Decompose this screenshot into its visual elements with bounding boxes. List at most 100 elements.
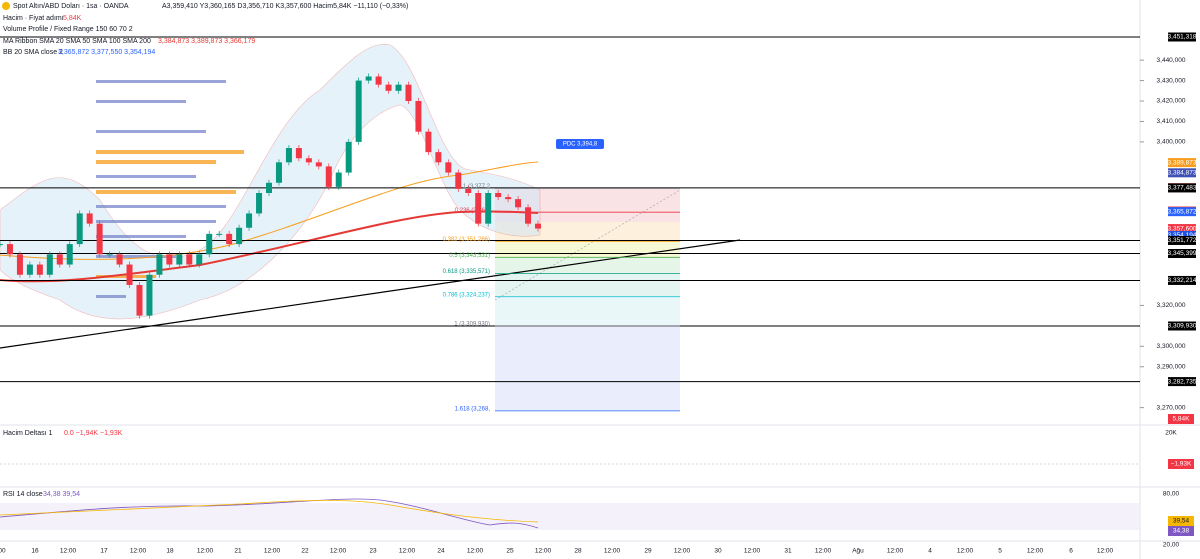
- time-label: 12:00: [744, 548, 761, 555]
- candle: [275, 162, 282, 183]
- level-badge: [1168, 32, 1196, 42]
- level-badge: [1168, 158, 1196, 168]
- time-label: 12:00: [197, 548, 214, 555]
- fib-label: 0.618 (3,335,571): [443, 269, 490, 275]
- level-label: 3,309,930: [1168, 323, 1197, 330]
- level-badge: [1168, 321, 1196, 331]
- candle: [76, 213, 83, 245]
- volume-label: Hacim · Fiyat adımı: [3, 15, 64, 22]
- level-label: 3,377,483: [1168, 185, 1197, 192]
- volume-profile: [96, 80, 244, 298]
- fib-label: 1 (3,309,930): [454, 322, 490, 328]
- candle: [116, 254, 123, 265]
- candle: [6, 244, 13, 255]
- time-label: 22: [301, 548, 309, 555]
- time-label: 12:00: [535, 548, 552, 555]
- level-badge: [1168, 275, 1196, 285]
- candle: [355, 80, 362, 142]
- fib-zone: [495, 241, 680, 258]
- time-label: 12:00: [399, 548, 416, 555]
- candle: [505, 197, 512, 200]
- level-badge: [1168, 168, 1196, 178]
- candle: [395, 84, 402, 91]
- time-label: 12:00: [467, 548, 484, 555]
- level-label: 3,354,194: [1168, 232, 1197, 239]
- trendline: [0, 239, 741, 349]
- rsi-values: 34,38 39,54: [43, 491, 80, 498]
- candle: [345, 141, 352, 173]
- level-badge: [1168, 207, 1196, 217]
- time-label: 4: [928, 548, 932, 555]
- candle: [186, 254, 193, 265]
- candle: [176, 254, 183, 265]
- candle: [445, 162, 452, 173]
- volume-value: 5,84K: [63, 15, 82, 22]
- time-label: 6: [1069, 548, 1073, 555]
- symbol-icon: [2, 2, 10, 10]
- candle: [385, 84, 392, 91]
- fib-zone: [495, 297, 680, 326]
- level-badge: [1168, 377, 1196, 387]
- rsi-badge-label: 34,38: [1173, 528, 1190, 535]
- candle: [96, 223, 103, 255]
- candle: [305, 158, 312, 163]
- candle: [535, 223, 541, 229]
- delta-axis: 20K: [1165, 430, 1177, 437]
- time-label: 12:00: [957, 548, 974, 555]
- bollinger-band: [0, 43, 541, 320]
- delta-badge-label: −1,93K: [1171, 461, 1192, 468]
- candle: [146, 274, 153, 316]
- price-tick-label: 3,320,000: [1157, 302, 1186, 309]
- candle: [365, 76, 372, 81]
- rsi-ma-badge: [1168, 516, 1194, 526]
- candle: [515, 199, 522, 208]
- level-badge: [1168, 231, 1196, 241]
- fib-label: 0.5 (3,343,531): [449, 253, 490, 259]
- price-tick-label: 3,430,000: [1157, 77, 1186, 84]
- candle: [136, 284, 143, 316]
- candle: [226, 233, 233, 245]
- sma-200: [0, 210, 539, 283]
- candle: [495, 192, 502, 198]
- time-label: 16: [31, 548, 39, 555]
- candle: [56, 254, 63, 265]
- candle: [156, 254, 163, 275]
- time-label: 12:00: [264, 548, 281, 555]
- candle: [525, 207, 532, 224]
- candle: [285, 148, 292, 163]
- time-label: 12:00: [130, 548, 147, 555]
- price-tick-label: 3,440,000: [1157, 57, 1186, 64]
- symbol: Spot Altın/ABD Doları · 1sa · OANDA: [13, 3, 129, 10]
- candle: [0, 244, 3, 246]
- price-tick-label: 3,420,000: [1157, 98, 1186, 105]
- level-label: 3,345,399: [1168, 250, 1197, 257]
- candle: [256, 192, 263, 214]
- rsi-badge: [1168, 526, 1194, 536]
- delta-values: 0.0 −1,94K −1,93K: [64, 430, 123, 437]
- time-label: 00: [0, 548, 6, 555]
- rsi-title: RSI 14 close: [3, 491, 43, 498]
- volume-badge-label: 5,84K: [1173, 416, 1191, 423]
- candle: [266, 182, 272, 193]
- price-tick-label: 3,290,000: [1157, 363, 1186, 370]
- level-label: 3,351,772: [1168, 237, 1197, 244]
- level-label: 3,384,873: [1168, 170, 1197, 177]
- candle: [216, 233, 223, 235]
- fib-label: 1 (3,377,2: [463, 184, 491, 190]
- volume-badge: [1168, 414, 1194, 424]
- fib-label: 1.618 (3,268,: [455, 406, 491, 412]
- candle: [16, 254, 23, 275]
- delta-badge: [1168, 459, 1194, 469]
- time-label: 12:00: [815, 548, 832, 555]
- time-label: 23: [369, 548, 377, 555]
- fib-zone: [495, 222, 680, 241]
- time-label: 12:00: [330, 548, 347, 555]
- candle: [196, 254, 203, 265]
- fib-label: 0.382 (3,351,266): [443, 237, 490, 243]
- sma-100: [0, 161, 539, 260]
- pdc-badge: [556, 139, 604, 149]
- rsi-ma-badge-label: 39,54: [1173, 518, 1190, 525]
- rsi-axis: 20,00: [1163, 542, 1180, 549]
- ma-ribbon-label: MA Ribbon SMA 20 SMA 50 SMA 100 SMA 200: [3, 38, 151, 45]
